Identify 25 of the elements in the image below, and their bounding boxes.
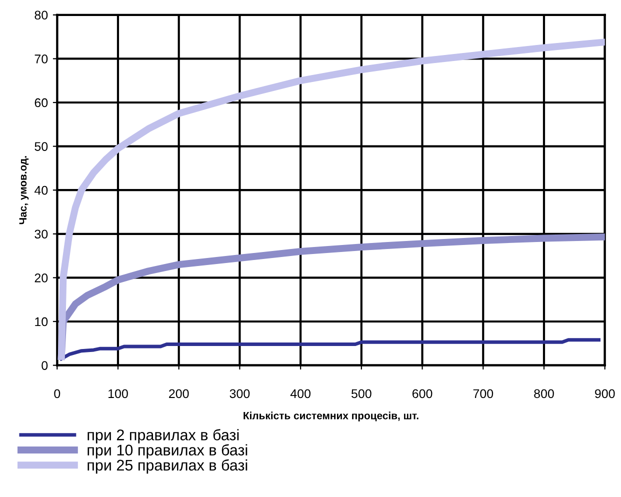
legend-label: при 2 правилах в базі	[88, 428, 239, 444]
y-tick-label: 10	[35, 317, 48, 326]
x-tick-label: 200	[169, 389, 189, 398]
x-tick-label: 800	[534, 389, 554, 398]
x-tick-label: 100	[108, 389, 128, 398]
x-axis-title: Кількість системних процесів, шт.	[244, 412, 418, 422]
y-tick-label: 40	[34, 186, 48, 195]
y-tick-label: 0	[42, 361, 48, 370]
x-tick-label: 400	[290, 389, 311, 398]
legend-label: при 25 правилах в базі	[88, 459, 248, 474]
x-tick-label: 600	[412, 389, 432, 398]
y-tick-label: 30	[34, 230, 48, 239]
x-tick-label: 0	[54, 389, 60, 398]
x-tick-label: 700	[473, 389, 494, 398]
y-tick-label: 80	[34, 10, 48, 20]
y-axis-title: Час, умов.од.	[19, 156, 29, 224]
legend-label: при 10 правилах в базі	[88, 444, 248, 459]
line-series	[60, 338, 601, 360]
x-tick-label: 500	[351, 389, 372, 398]
x-tick-label: 900	[595, 389, 615, 398]
y-tick-label: 70	[34, 54, 48, 64]
y-tick-label: 20	[34, 274, 48, 282]
x-tick-label: 300	[230, 389, 250, 398]
y-tick-label: 50	[34, 142, 48, 151]
y-tick-label: 60	[34, 98, 48, 108]
